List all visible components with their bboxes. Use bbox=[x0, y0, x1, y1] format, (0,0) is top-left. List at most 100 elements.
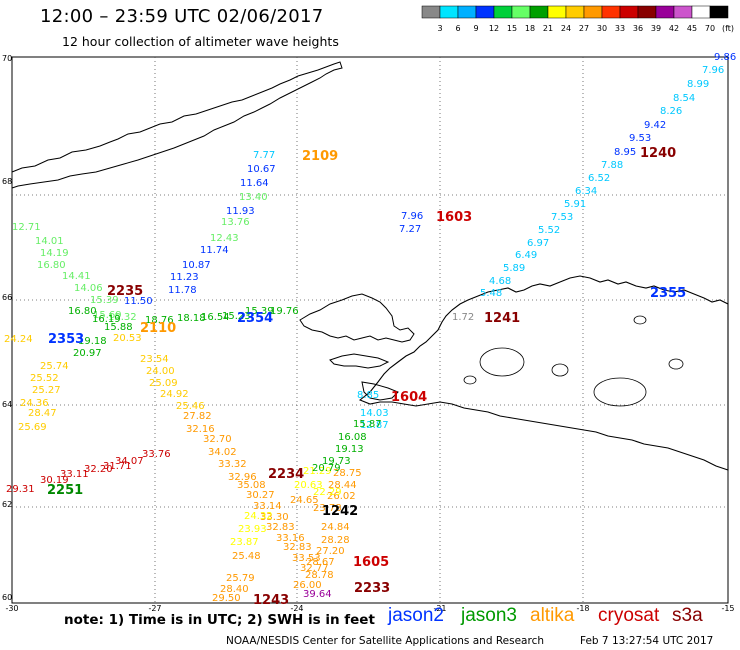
colorbar-swatch bbox=[583, 5, 603, 19]
longitude-label: -18 bbox=[576, 604, 589, 613]
wave-height-value: 25.79 bbox=[226, 573, 255, 584]
latitude-label: 60 bbox=[2, 593, 12, 602]
colorbar-swatch bbox=[655, 5, 675, 19]
wave-height-value: 25.09 bbox=[149, 378, 178, 389]
wave-height-value: 19.73 bbox=[322, 456, 351, 467]
wave-height-value: 33.30 bbox=[260, 512, 289, 523]
wave-height-value: 16.80 bbox=[37, 260, 66, 271]
wave-height-value: 27.82 bbox=[183, 411, 212, 422]
pass-time-label: 2355 bbox=[650, 286, 686, 301]
wave-height-value: 8.54 bbox=[673, 93, 695, 104]
wave-height-value: 1.72 bbox=[452, 312, 474, 323]
wave-height-value: 6.34 bbox=[575, 186, 597, 197]
wave-height-value: 8.95 bbox=[614, 147, 636, 158]
wave-height-value: 7.53 bbox=[551, 212, 573, 223]
wave-height-value: 9.53 bbox=[629, 133, 651, 144]
wave-height-value: 10.67 bbox=[247, 164, 276, 175]
longitude-label: -27 bbox=[148, 604, 161, 613]
wave-height-value: 33.76 bbox=[142, 449, 171, 460]
wave-height-value: 14.19 bbox=[40, 248, 69, 259]
pass-time-label: 1240 bbox=[640, 146, 676, 161]
legend-cryosat: cryosat bbox=[598, 605, 660, 626]
wave-height-value: 33.11 bbox=[60, 469, 89, 480]
wave-height-value: 32.77 bbox=[300, 563, 329, 574]
colorbar-swatch bbox=[637, 5, 657, 19]
pass-time-label: 2233 bbox=[354, 581, 390, 596]
wave-height-value: 31.71 bbox=[103, 461, 132, 472]
wave-height-value: 25.69 bbox=[18, 422, 47, 433]
pass-time-label: 1243 bbox=[253, 593, 289, 608]
wave-height-value: 19.76 bbox=[270, 306, 299, 317]
wave-height-value: 25.52 bbox=[30, 373, 59, 384]
wave-height-value: 20.97 bbox=[73, 348, 102, 359]
wave-height-value: 35.08 bbox=[237, 480, 266, 491]
wave-height-value: 28.40 bbox=[220, 584, 249, 595]
credit-line: NOAA/NESDIS Center for Satellite Applica… bbox=[226, 635, 544, 647]
wave-height-value: 15.88 bbox=[104, 322, 133, 333]
pass-time-label: 1242 bbox=[322, 504, 358, 519]
wave-height-value: 19.13 bbox=[335, 444, 364, 455]
time-label-layer: 1240 2109 1603 2235 2355 2354 2110 2353 1241 1604… bbox=[47, 146, 686, 608]
colorbar-swatch bbox=[565, 5, 585, 19]
wave-height-value: 7.27 bbox=[399, 224, 421, 235]
colorbar-tick-label: 24 bbox=[561, 24, 571, 33]
colorbar-tick-label: 30 bbox=[597, 24, 607, 33]
longitude-label: -30 bbox=[5, 604, 18, 613]
wave-height-value: 7.96 bbox=[702, 65, 724, 76]
wave-height-value: 34.02 bbox=[208, 447, 237, 458]
wave-height-value: 6.52 bbox=[588, 173, 610, 184]
wave-height-value: 6.49 bbox=[515, 250, 537, 261]
colorbar-swatch bbox=[709, 5, 729, 19]
wave-height-value: 16.80 bbox=[68, 306, 97, 317]
wave-height-value: 11.93 bbox=[226, 206, 255, 217]
wave-height-value: 24.84 bbox=[321, 522, 350, 533]
wave-height-value: 8.26 bbox=[660, 106, 682, 117]
colorbar-tick-label: 70 bbox=[705, 24, 715, 33]
wave-height-value: 32.20 bbox=[84, 464, 113, 475]
wave-height-value: 39.64 bbox=[303, 589, 332, 600]
wave-height-value: 15.23 bbox=[222, 311, 251, 322]
wave-height-value: 26.00 bbox=[293, 580, 322, 591]
wave-height-value: 28.47 bbox=[28, 408, 57, 419]
longitude-label: -21 bbox=[433, 604, 446, 613]
map-subtitle: 12 hour collection of altimeter wave hei… bbox=[62, 34, 339, 49]
colorbar-tick-label: 15 bbox=[507, 24, 517, 33]
wave-height-value: 15.87 bbox=[353, 419, 382, 430]
wave-height-value: 28.67 bbox=[306, 557, 335, 568]
wave-height-value: 23.87 bbox=[230, 537, 259, 548]
wave-height-value: 9.42 bbox=[644, 120, 666, 131]
wave-height-value: 11.74 bbox=[200, 245, 229, 256]
colorbar-swatch bbox=[619, 5, 639, 19]
colorbar-swatch bbox=[691, 5, 711, 19]
pass-time-label: 2353 bbox=[48, 332, 84, 347]
wave-height-value: 24.00 bbox=[146, 366, 175, 377]
colorbar-tick-label: 3 bbox=[437, 24, 442, 33]
pass-time-label: 2235 bbox=[107, 284, 143, 299]
wave-height-value: 20.63 bbox=[294, 480, 323, 491]
wave-height-value: 25.48 bbox=[232, 551, 261, 562]
wave-height-value: 24.36 bbox=[20, 398, 49, 409]
wave-height-value: 12.71 bbox=[12, 222, 41, 233]
wave-height-value: 24.32 bbox=[244, 511, 273, 522]
colorbar-tick-label: 21 bbox=[543, 24, 553, 33]
wave-height-value: 18.76 bbox=[145, 315, 174, 326]
wave-height-value: 5.52 bbox=[538, 225, 560, 236]
wave-height-value: 29.50 bbox=[212, 593, 241, 604]
wave-height-value: 5.91 bbox=[564, 199, 586, 210]
colorbar-tick-label: 27 bbox=[579, 24, 589, 33]
wave-height-value: 8.85 bbox=[357, 390, 379, 401]
wave-height-value: 32.16 bbox=[186, 424, 215, 435]
colorbar-swatch bbox=[547, 5, 567, 19]
colorbar-tick-label: 9 bbox=[473, 24, 478, 33]
colorbar-tick-label: 39 bbox=[651, 24, 661, 33]
colorbar-tick-label: 12 bbox=[489, 24, 499, 33]
wave-height-value: 7.96 bbox=[401, 211, 423, 222]
wave-height-value: 10.87 bbox=[182, 260, 211, 271]
wave-height-value: 13.76 bbox=[221, 217, 250, 228]
wave-height-value: 24.65 bbox=[290, 495, 319, 506]
axis-labels: 70 68 66 64 62 60 -30 -27 -24 -21 -18 -15 bbox=[2, 54, 735, 613]
colorbar-swatch bbox=[673, 5, 693, 19]
wave-height-value: 30.19 bbox=[40, 475, 69, 486]
wave-height-value: 4.68 bbox=[489, 276, 511, 287]
wave-height-value: 15.39 bbox=[245, 306, 274, 317]
